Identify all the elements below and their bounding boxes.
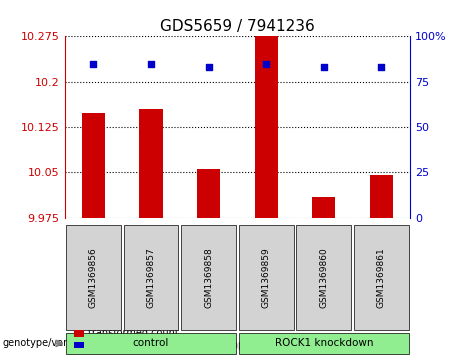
Bar — [66, 333, 236, 354]
Text: GSM1369860: GSM1369860 — [319, 247, 328, 308]
Point — [263, 61, 270, 66]
Bar — [74, 342, 84, 348]
Bar — [239, 333, 409, 354]
Bar — [370, 175, 393, 218]
Text: GSM1369858: GSM1369858 — [204, 247, 213, 308]
Bar — [197, 170, 220, 218]
Bar — [239, 225, 294, 330]
Bar — [66, 225, 121, 330]
Bar — [124, 225, 178, 330]
Text: GSM1369857: GSM1369857 — [147, 247, 155, 308]
Text: percentile rank within the sample: percentile rank within the sample — [88, 340, 253, 350]
Bar — [354, 225, 409, 330]
Text: GSM1369859: GSM1369859 — [262, 247, 271, 308]
Bar — [74, 330, 84, 337]
Bar — [254, 36, 278, 218]
Title: GDS5659 / 7941236: GDS5659 / 7941236 — [160, 19, 315, 34]
Text: ROCK1 knockdown: ROCK1 knockdown — [275, 338, 373, 348]
Point — [320, 64, 327, 70]
Point — [378, 64, 385, 70]
Bar — [296, 225, 351, 330]
Point — [148, 61, 155, 66]
Bar — [140, 109, 163, 218]
Text: genotype/variation: genotype/variation — [2, 338, 95, 348]
Point — [89, 61, 97, 66]
Text: control: control — [133, 338, 169, 348]
Bar — [82, 113, 105, 218]
Bar — [313, 197, 336, 218]
Text: GSM1369861: GSM1369861 — [377, 247, 386, 308]
Text: transformed count: transformed count — [88, 328, 178, 338]
Point — [205, 64, 212, 70]
Text: GSM1369856: GSM1369856 — [89, 247, 98, 308]
Bar — [181, 225, 236, 330]
